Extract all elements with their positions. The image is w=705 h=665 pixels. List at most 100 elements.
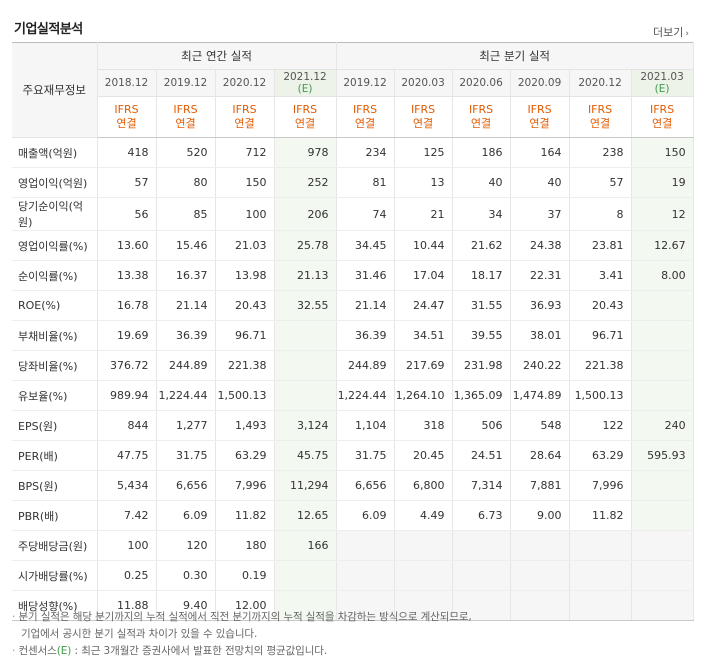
quarterly-value: 34.45 [335,230,395,261]
annual-value: 36.39 [156,320,216,351]
quarterly-value: 20.45 [394,440,453,471]
quarterly-value: 31.75 [335,440,395,471]
annual-value: 520 [156,137,216,168]
table-row: 순이익률(%) 13.38 16.37 13.98 21.13 31.46 17.04 18.… [12,260,694,291]
quarterly-value [631,470,694,501]
quarterly-value: 3.41 [569,260,632,291]
annual-value: 166 [274,530,337,561]
table-row: 매출액(억원) 418 520 712 978 234 125 186 164 238 150 [12,137,694,168]
annual-value: 6,656 [156,470,216,501]
annual-value: 21.03 [215,230,275,261]
accounting-standard-row: IFRS 연결 IFRS 연결 IFRS 연결 IFRS 연결 IFRS 연결 IFRS 연결 IFRS… [12,96,694,138]
annual-value: 9.40 [156,590,216,621]
annual-value: 1,500.13 [215,380,275,411]
quarterly-value [394,590,453,621]
period-header: 2020.03 [394,69,453,97]
quarterly-value: 240.22 [510,350,570,381]
period-header: 2020.12 [215,69,275,97]
table-row: 영업이익(억원) 57 80 150 252 81 13 40 40 57 19 [12,167,694,198]
annual-value [274,320,337,351]
more-link[interactable]: 더보기 › [653,24,689,40]
table-row: BPS(원) 5,434 6,656 7,996 11,294 6,656 6,800 7,3… [12,470,694,501]
annual-value [274,590,337,621]
quarterly-value [452,560,511,591]
row-label: 시가배당률(%) [12,560,98,591]
annual-value: 989.94 [97,380,157,411]
annual-value: 252 [274,167,337,198]
quarterly-value: 31.46 [335,260,395,291]
row-label: PBR(배) [12,500,98,531]
quarterly-value: 40 [452,167,511,198]
annual-value: 844 [97,410,157,441]
table-row: 배당성향(%) 11.88 9.40 12.00 [12,590,694,621]
quarterly-value: 318 [394,410,453,441]
period-label: 2020.12 [578,77,622,89]
annual-value: 63.29 [215,440,275,471]
row-label: 순이익률(%) [12,260,98,291]
annual-value: 244.89 [156,350,216,381]
accounting-standard: IFRS 연결 [335,96,395,138]
standard-consolidated: 연결 [529,117,550,130]
standard-consolidated: 연결 [234,117,255,130]
quarterly-value: 12.67 [631,230,694,261]
annual-value: 978 [274,137,337,168]
standard-ifrs: IFRS [114,103,139,116]
annual-value: 96.71 [215,320,275,351]
quarterly-value: 122 [569,410,632,441]
period-header: 2018.12 [97,69,157,97]
period-label: 2020.06 [459,77,503,89]
annual-value: 221.38 [215,350,275,381]
period-label: 2021.03 [640,71,684,83]
annual-value: 85 [156,197,216,231]
quarterly-value: 238 [569,137,632,168]
row-label: 주당배당금(원) [12,530,98,561]
accounting-standard: IFRS 연결 [631,96,694,138]
period-label: 2021.12 [283,71,327,83]
annual-value: 47.75 [97,440,157,471]
footnotes: · 분기 실적은 해당 분기까지의 누적 실적에서 직전 분기까지의 누적 실적… [12,609,472,660]
chevron-right-icon: › [685,29,689,39]
quarterly-value [510,530,570,561]
annual-value: 32.55 [274,290,337,321]
row-label: EPS(원) [12,410,98,441]
period-label: 2020.09 [517,77,562,89]
annual-value: 11.88 [97,590,157,621]
period-label: 2019.12 [163,77,208,89]
quarterly-value [569,560,632,591]
table-row: 영업이익률(%) 13.60 15.46 21.03 25.78 34.45 10.44 21… [12,230,694,261]
period-label: 2020.03 [401,77,445,89]
section-title: 기업실적분석 [14,22,83,37]
quarterly-value: 24.51 [452,440,511,471]
row-label: 당기순이익(억원) [12,197,98,231]
row-label: BPS(원) [12,470,98,501]
quarterly-value [510,590,570,621]
footnote-2: · 컨센서스(E) : 최근 3개월간 증권사에서 발표한 전망치의 평균값입니… [12,645,328,657]
quarterly-value: 7,996 [569,470,632,501]
quarterly-value: 57 [569,167,632,198]
quarterly-value: 74 [335,197,395,231]
period-header: 2020.06 [452,69,511,97]
quarterly-value: 39.55 [452,320,511,351]
quarterly-value: 31.55 [452,290,511,321]
annual-value: 418 [97,137,157,168]
annual-value: 100 [97,530,157,561]
table-row: 당좌비율(%) 376.72 244.89 221.38 244.89 217.69 231… [12,350,694,381]
period-header: 2021.12 (E) [274,69,337,97]
annual-value: 19.69 [97,320,157,351]
quarterly-value: 8.00 [631,260,694,291]
quarterly-value [569,590,632,621]
annual-value: 20.43 [215,290,275,321]
quarterly-value: 1,500.13 [569,380,632,411]
period-header-row: 2018.12 2019.12 2020.12 2021.12 (E) 2019.12 2… [12,69,694,97]
quarterly-value: 8 [569,197,632,231]
annual-value: 180 [215,530,275,561]
annual-value [274,350,337,381]
standard-consolidated: 연결 [116,117,137,130]
quarterly-value: 96.71 [569,320,632,351]
quarterly-value [452,530,511,561]
standard-consolidated: 연결 [175,117,196,130]
table-row: 시가배당률(%) 0.25 0.30 0.19 [12,560,694,591]
quarterly-value: 20.43 [569,290,632,321]
accounting-standard: IFRS 연결 [569,96,632,138]
annual-value: 57 [97,167,157,198]
